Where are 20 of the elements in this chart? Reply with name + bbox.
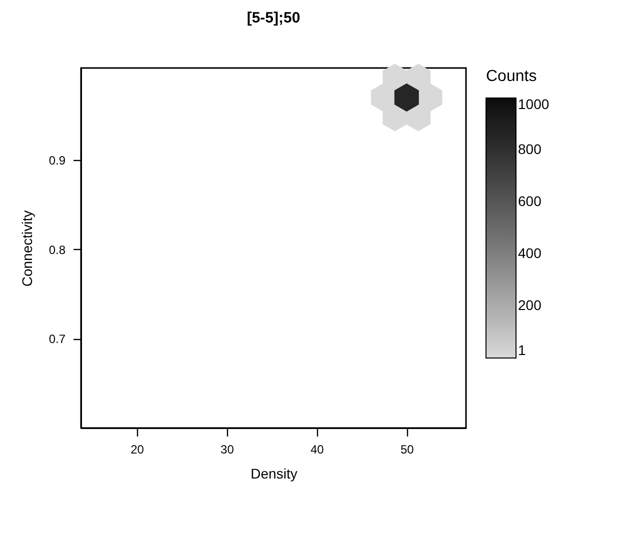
color-bar-label: 200 bbox=[518, 297, 542, 314]
color-bar-label: 400 bbox=[518, 245, 542, 262]
x-axis-title: Density bbox=[250, 466, 298, 482]
x-tick-label: 50 bbox=[400, 442, 414, 456]
color-bar-label: 800 bbox=[518, 141, 542, 158]
color-bar-label: 1000 bbox=[518, 96, 550, 112]
point bbox=[382, 64, 408, 92]
x-tick-label: 30 bbox=[220, 442, 234, 456]
x-tick-label: 40 bbox=[310, 442, 324, 456]
color-bar-label: 600 bbox=[518, 193, 542, 210]
y-tick-label: 0.9 bbox=[48, 154, 66, 168]
color-bar-label: 1 bbox=[518, 342, 526, 358]
x-tick-label: 20 bbox=[130, 442, 144, 456]
chart-title: [5-5];50 bbox=[246, 10, 300, 27]
y-axis-title: Connectivity bbox=[18, 210, 35, 287]
point bbox=[394, 83, 419, 112]
point bbox=[406, 64, 431, 92]
y-tick-label: 0.8 bbox=[48, 242, 66, 257]
y-tick-label: 0.7 bbox=[48, 332, 66, 346]
color-bar-title: Counts bbox=[486, 68, 537, 85]
